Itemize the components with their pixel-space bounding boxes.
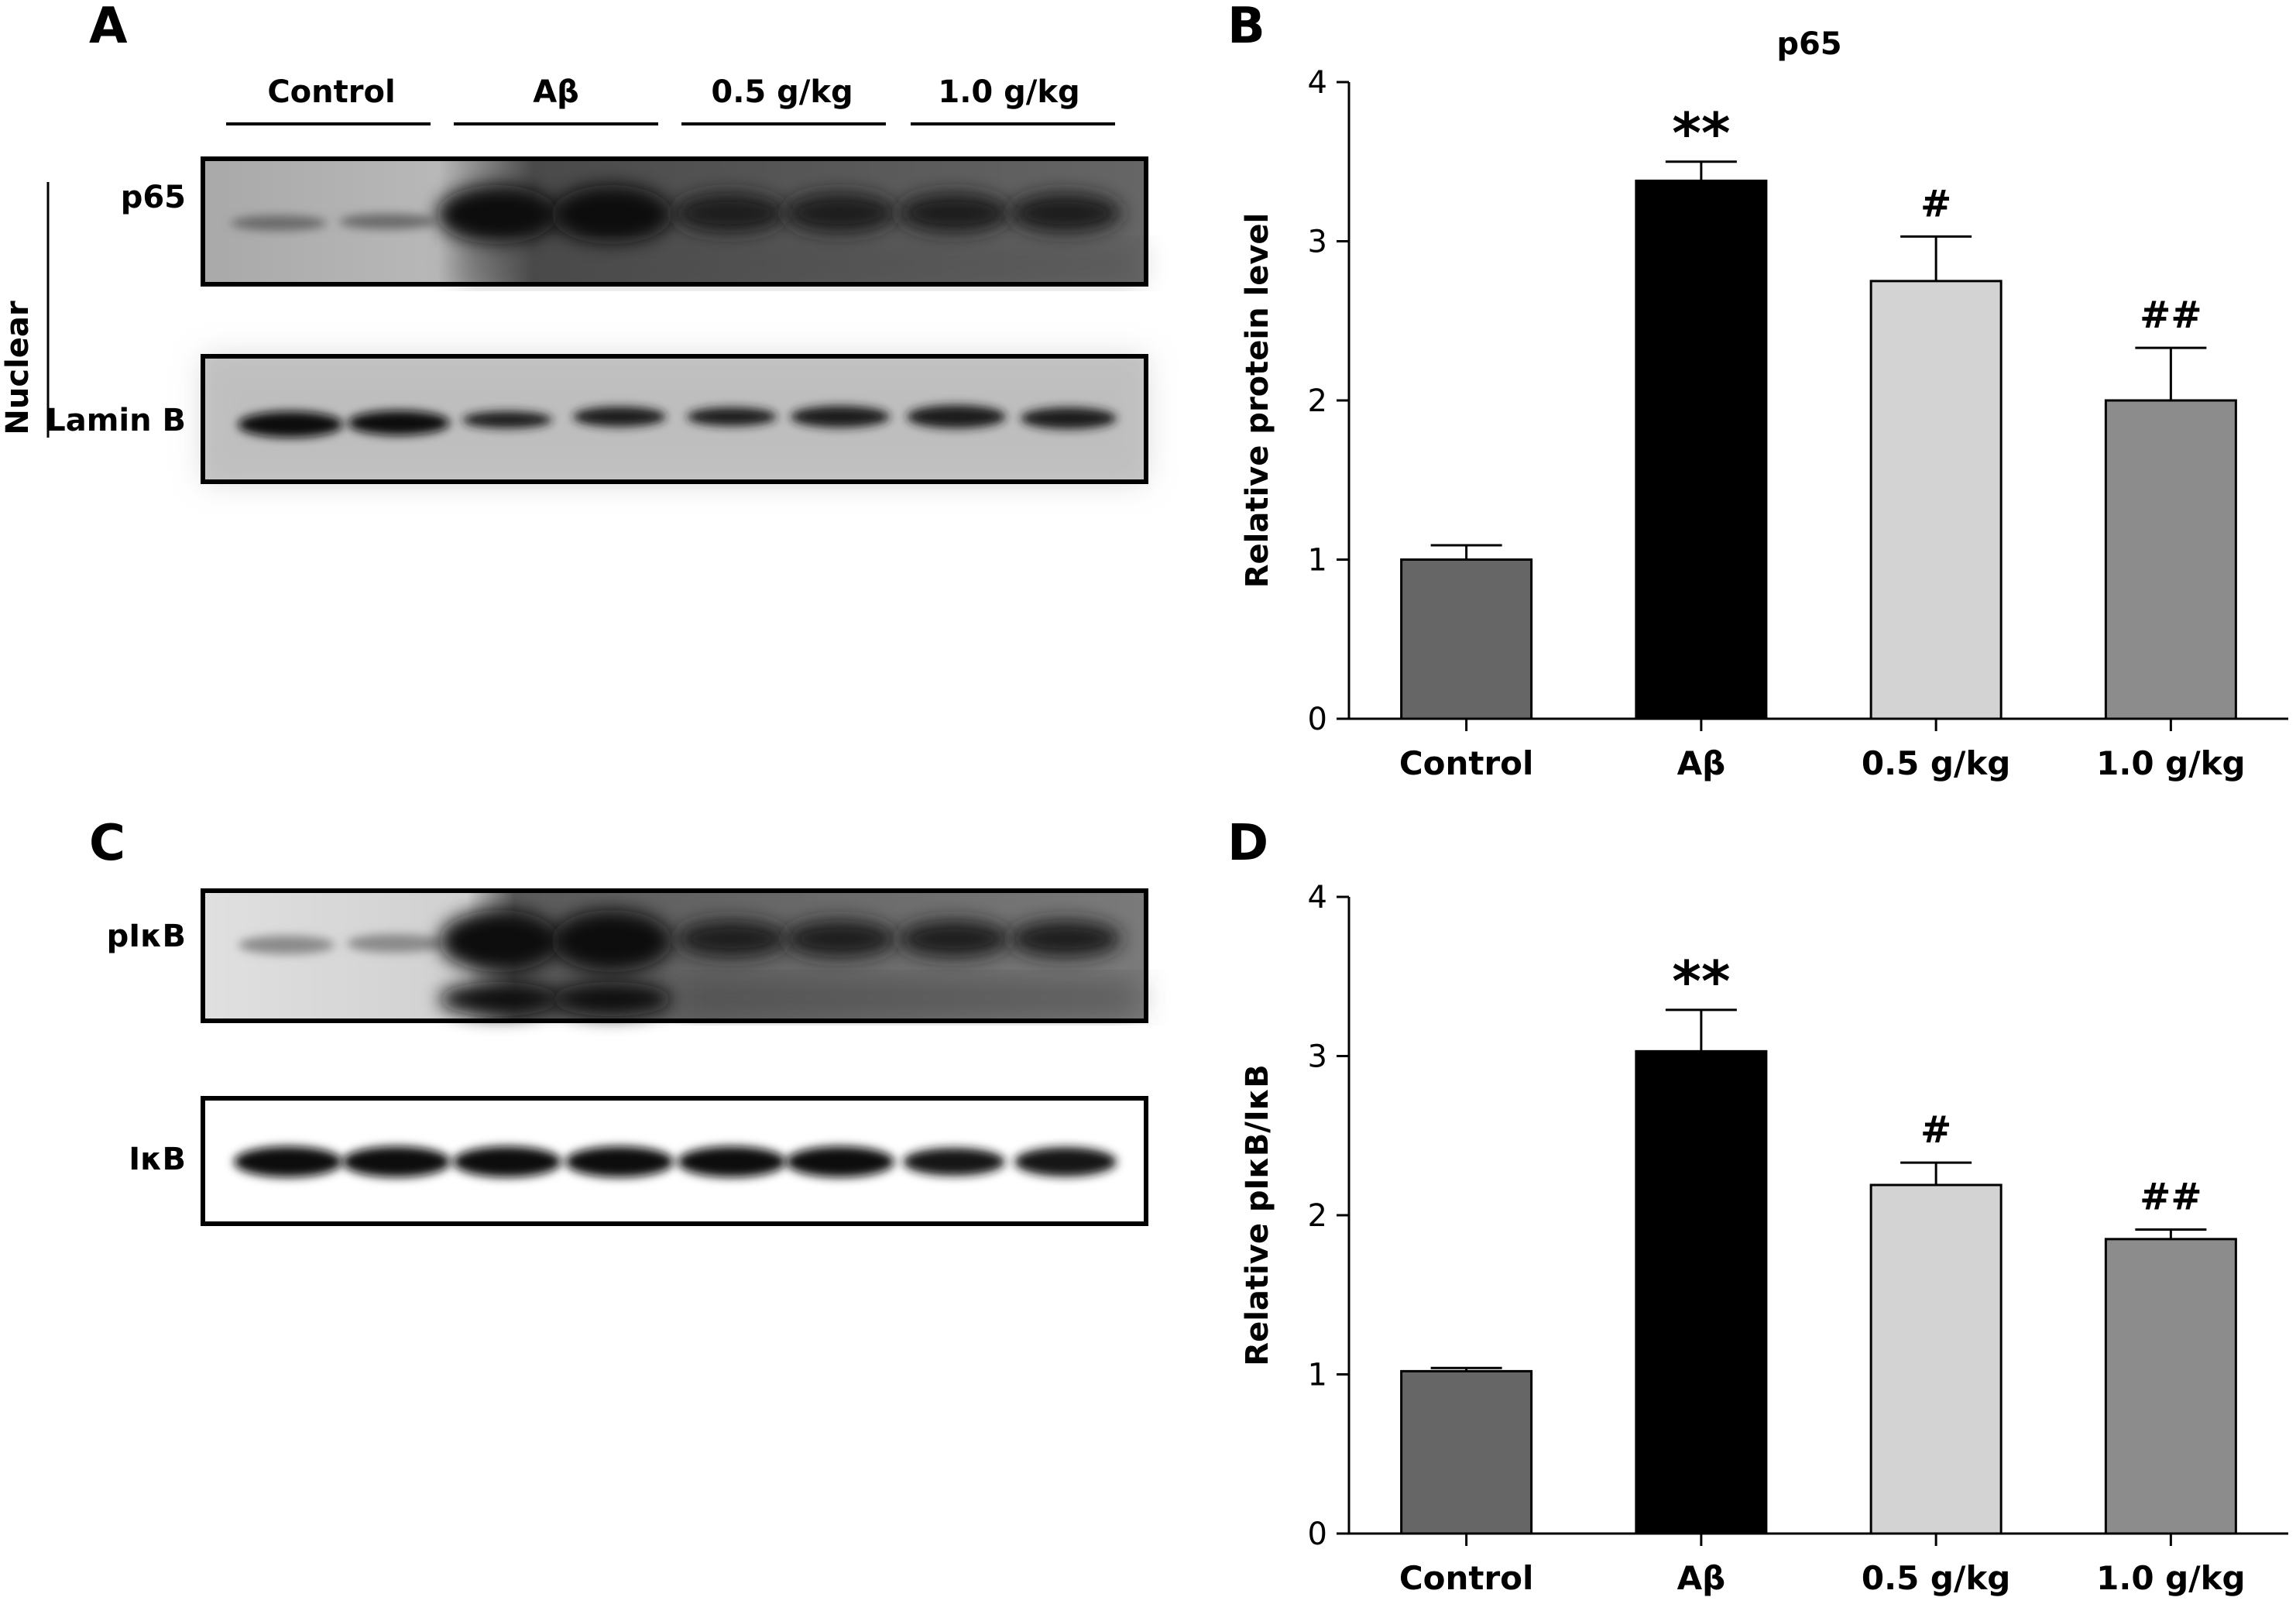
x-tick-label: 1.0 g/kg — [2096, 1559, 2245, 1597]
panel-letter-d: D — [1227, 815, 1268, 872]
y-tick-label: 2 — [1308, 1198, 1327, 1234]
blot-row-label-ikb: IκB — [129, 1142, 186, 1177]
blot-strip-pikb — [201, 888, 1148, 1023]
blot-row-label-p65: p65 — [121, 180, 186, 215]
y-tick-label: 3 — [1308, 225, 1327, 260]
blot-c: pIκB IκB — [107, 888, 1148, 1226]
blot-row-label-pikb: pIκB — [107, 919, 186, 954]
blot-a-group-label: 0.5 g/kg — [711, 74, 853, 110]
bar — [1635, 1049, 1768, 1535]
chart-d: 0 1 2 3 4 Relative pIκB/IκB Control Aβ ** 0.5 g/k… — [1240, 880, 2288, 1597]
nuclear-label: Nuclear — [0, 301, 36, 435]
significance-label: ## — [2140, 294, 2202, 337]
y-tick-label: 0 — [1308, 1517, 1327, 1552]
x-tick-label: Aβ — [1677, 1559, 1726, 1597]
blot-row-label-lamin-b: Lamin B — [46, 403, 186, 438]
x-tick-label: Control — [1399, 1559, 1534, 1597]
bar — [2104, 1238, 2237, 1535]
bar — [1635, 179, 1768, 720]
significance-label: # — [1920, 182, 1951, 225]
bar — [1400, 558, 1533, 720]
blot-a: Control Aβ 0.5 g/kg 1.0 g/kg Nuclear p65… — [0, 74, 1148, 484]
blot-strip-ikb — [201, 1096, 1148, 1226]
x-tick-label: Aβ — [1677, 744, 1726, 782]
bar — [1869, 1183, 2003, 1535]
y-tick-label: 3 — [1308, 1039, 1327, 1075]
panel-letter-c: C — [89, 815, 125, 872]
panel-letter-b: B — [1227, 0, 1265, 55]
blot-a-group-label: 1.0 g/kg — [938, 74, 1079, 110]
chart-title: p65 — [1776, 26, 1841, 62]
bar — [1400, 1369, 1533, 1535]
significance-label: ** — [1672, 949, 1730, 1014]
panel-letter-a: A — [89, 0, 128, 55]
y-tick-label: 1 — [1308, 1358, 1327, 1393]
x-tick-label: 1.0 g/kg — [2096, 744, 2245, 782]
bar — [1869, 280, 2003, 720]
blot-a-group-label: Aβ — [533, 74, 579, 110]
significance-label: ** — [1672, 101, 1730, 166]
x-tick-label: Control — [1399, 744, 1534, 782]
blot-strip-lamin-b — [201, 354, 1148, 484]
chart-b: 0 1 2 3 4 Relative protein level p65 Control Aβ *… — [1240, 26, 2288, 782]
y-tick-label: 1 — [1308, 543, 1327, 579]
significance-label: ## — [2140, 1175, 2202, 1218]
blot-a-group-label: Control — [267, 74, 395, 110]
x-tick-label: 0.5 g/kg — [1862, 1559, 2010, 1597]
significance-label: # — [1920, 1108, 1951, 1152]
bar — [2104, 399, 2237, 720]
blot-strip-p65 — [201, 156, 1148, 287]
y-axis-label: Relative protein level — [1240, 213, 1275, 589]
y-axis-label: Relative pIκB/IκB — [1240, 1064, 1275, 1365]
x-tick-label: 0.5 g/kg — [1862, 744, 2010, 782]
y-tick-label: 2 — [1308, 383, 1327, 419]
y-tick-label: 0 — [1308, 702, 1327, 737]
y-tick-label: 4 — [1308, 880, 1327, 915]
y-tick-label: 4 — [1308, 65, 1327, 101]
